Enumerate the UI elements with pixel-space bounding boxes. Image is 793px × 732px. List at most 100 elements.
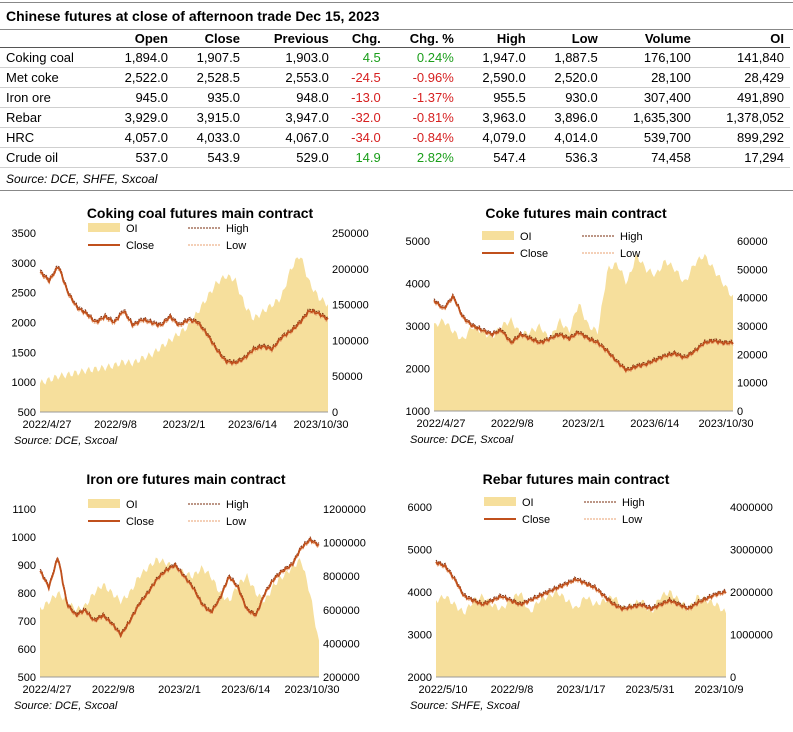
cell-chg-pct: 2.82% xyxy=(386,147,460,168)
cell-low: 3,896.0 xyxy=(531,107,604,128)
col-header-open: Open xyxy=(102,30,174,48)
cell-chg: -32.0 xyxy=(334,107,387,128)
futures-quote-table: Open Close Previous Chg. Chg. % High Low… xyxy=(0,30,790,168)
col-header-chg: Chg. xyxy=(334,30,387,48)
x-tick-label: 2023/10/30 xyxy=(293,419,348,431)
page-title: Chinese futures at close of afternoon tr… xyxy=(6,8,380,24)
cell-chg: 14.9 xyxy=(334,147,387,168)
legend-high-label: High xyxy=(622,497,645,509)
x-tick-label: 2022/9/8 xyxy=(491,418,534,430)
y2-tick-label: 0 xyxy=(737,406,743,418)
x-tick-label: 2022/4/27 xyxy=(417,418,466,430)
legend-oi-swatch xyxy=(88,499,120,508)
chart-source-note: Source: DCE, Sxcoal xyxy=(14,700,118,712)
x-tick-label: 2023/6/14 xyxy=(630,418,679,430)
y2-tick-label: 4000000 xyxy=(730,502,773,514)
cell-previous: 1,903.0 xyxy=(245,47,335,68)
y2-tick-label: 30000 xyxy=(737,321,768,333)
cell-name: Met coke xyxy=(0,67,102,88)
chart-title: Iron ore futures main contract xyxy=(86,471,285,487)
y-tick-label: 6000 xyxy=(408,502,432,514)
table-row: Iron ore 945.0 935.0 948.0 -13.0 -1.37% … xyxy=(0,87,790,108)
cell-close: 935.0 xyxy=(173,87,246,108)
cell-high: 547.4 xyxy=(459,147,532,168)
legend-close-label: Close xyxy=(126,240,154,252)
cell-close: 1,907.5 xyxy=(173,47,246,68)
cell-low: 536.3 xyxy=(531,147,604,168)
y-tick-label: 1000 xyxy=(406,406,430,418)
col-header-high: High xyxy=(459,30,532,48)
cell-volume: 539,700 xyxy=(603,127,697,148)
cell-oi: 17,294 xyxy=(696,147,790,168)
y-tick-label: 2000 xyxy=(406,364,430,376)
y2-tick-label: 50000 xyxy=(332,371,363,383)
close-line xyxy=(433,293,734,373)
cell-chg-pct: -0.84% xyxy=(386,127,460,148)
col-header-oi: OI xyxy=(696,30,790,48)
chart-title: Rebar futures main contract xyxy=(483,471,670,487)
chart-title: Coking coal futures main contract xyxy=(87,205,314,221)
y2-tick-label: 0 xyxy=(730,672,736,684)
section-divider xyxy=(0,190,793,191)
cell-previous: 2,553.0 xyxy=(245,67,335,88)
legend-high-label: High xyxy=(226,223,249,235)
oi-area xyxy=(40,557,319,677)
x-tick-label: 2023/6/14 xyxy=(221,684,270,696)
legend-oi-swatch xyxy=(484,497,516,506)
y-tick-label: 900 xyxy=(18,560,36,572)
oi-area xyxy=(436,589,726,677)
cell-oi: 1,378,052 xyxy=(696,107,790,128)
x-tick-label: 2023/2/1 xyxy=(163,419,206,431)
y2-tick-label: 20000 xyxy=(737,349,768,361)
legend-low-label: Low xyxy=(226,240,246,252)
y-tick-label: 800 xyxy=(18,588,36,600)
y2-tick-label: 150000 xyxy=(332,300,369,312)
chart-rebar: Rebar futures main contract 2000 3000 4000 5… xyxy=(408,471,773,712)
legend-high-label: High xyxy=(226,499,249,511)
cell-oi: 899,292 xyxy=(696,127,790,148)
cell-open: 945.0 xyxy=(102,87,174,108)
x-tick-label: 2023/1/17 xyxy=(557,684,606,696)
legend-oi-label: OI xyxy=(522,497,534,509)
chart-source-note: Source: DCE, Sxcoal xyxy=(410,434,514,446)
y-tick-label: 1000 xyxy=(12,377,36,389)
close-line xyxy=(39,536,320,639)
x-tick-label: 2023/6/14 xyxy=(228,419,277,431)
legend-low-label: Low xyxy=(226,516,246,528)
cell-chg-pct: -0.81% xyxy=(386,107,460,128)
legend-low-label: Low xyxy=(620,248,640,260)
legend-oi-swatch xyxy=(88,223,120,232)
cell-high: 955.5 xyxy=(459,87,532,108)
y-tick-label: 500 xyxy=(18,407,36,419)
cell-low: 2,520.0 xyxy=(531,67,604,88)
cell-low: 4,014.0 xyxy=(531,127,604,148)
cell-high: 3,963.0 xyxy=(459,107,532,128)
cell-close: 2,528.5 xyxy=(173,67,246,88)
y2-tick-label: 600000 xyxy=(323,605,360,617)
y-tick-label: 2000 xyxy=(408,672,432,684)
oi-area xyxy=(434,253,733,411)
y2-tick-label: 50000 xyxy=(737,264,768,276)
cell-previous: 3,947.0 xyxy=(245,107,335,128)
cell-close: 4,033.0 xyxy=(173,127,246,148)
y-tick-label: 4000 xyxy=(408,587,432,599)
col-header-name xyxy=(0,30,102,48)
y2-tick-label: 10000 xyxy=(737,378,768,390)
x-tick-label: 2022/5/10 xyxy=(419,684,468,696)
chart-coking-coal: Coking coal futures main contract 500 1000… xyxy=(12,205,369,447)
cell-oi: 28,429 xyxy=(696,67,790,88)
cell-high: 1,947.0 xyxy=(459,47,532,68)
cell-high: 4,079.0 xyxy=(459,127,532,148)
cell-volume: 1,635,300 xyxy=(603,107,697,128)
x-tick-label: 2022/9/8 xyxy=(92,684,135,696)
legend-close-label: Close xyxy=(126,516,154,528)
cell-chg: -34.0 xyxy=(334,127,387,148)
y2-tick-label: 3000000 xyxy=(730,545,773,557)
cell-name: Coking coal xyxy=(0,47,102,68)
table-source-note: Source: DCE, SHFE, Sxcoal xyxy=(6,172,158,186)
cell-volume: 74,458 xyxy=(603,147,697,168)
cell-close: 543.9 xyxy=(173,147,246,168)
cell-open: 3,929.0 xyxy=(102,107,174,128)
y-tick-label: 500 xyxy=(18,672,36,684)
x-tick-label: 2022/9/8 xyxy=(491,684,534,696)
